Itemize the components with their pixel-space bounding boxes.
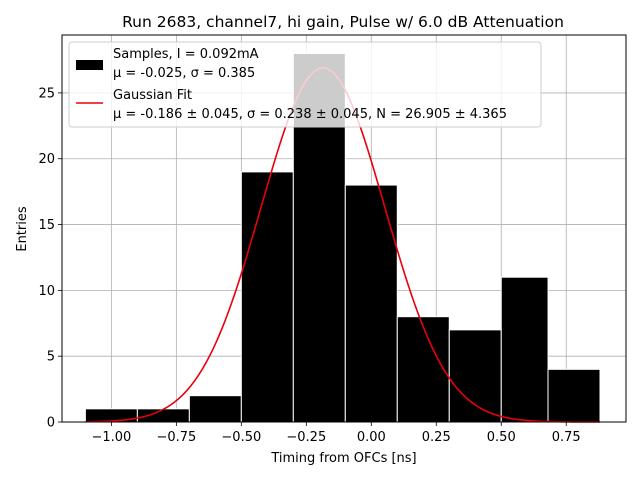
y-tick-label: 15 [38,218,55,233]
histogram-bar [136,408,190,423]
plot-frame [61,34,627,423]
legend-samples-swatch [76,60,103,70]
x-tick-label: −0.25 [286,430,326,445]
axis-ticks: −1.00 −0.75 −0.50 −0.25 0.00 0.25 0.50 0.75 0 5 10… [38,86,580,445]
x-tick-label: 0.00 [357,430,386,445]
x-tick-label: 0.50 [487,430,516,445]
x-axis-label: Timing from OFCs [ns] [270,451,416,466]
legend-fit-label: Gaussian Fit [113,88,192,103]
legend-samples-stats: μ = -0.025, σ = 0.385 [113,66,255,81]
x-tick-label: 0.75 [552,430,581,445]
histogram-bar [240,171,294,423]
histogram-bar [188,395,242,423]
y-axis-label: Entries [15,206,30,252]
y-tick-label: 20 [38,152,55,167]
legend-box [68,41,542,128]
x-tick-label: 0.25 [422,430,451,445]
legend-samples-label: Samples, I = 0.092mA [113,47,259,62]
histogram-bar [344,184,398,423]
x-tick-label: −0.75 [156,430,196,445]
histogram-bar [448,329,502,423]
histogram-bar [547,368,601,423]
legend: Samples, I = 0.092mA μ = -0.025, σ = 0.3… [68,41,542,128]
y-tick-label: 10 [38,284,55,299]
x-tick-label: −0.50 [221,430,261,445]
y-tick-label: 5 [47,350,55,365]
histogram-bar [396,316,450,423]
legend-fit-stats: μ = -0.186 ± 0.045, σ = 0.238 ± 0.045, N… [113,107,507,122]
histogram-bar [500,276,549,423]
x-tick-label: −1.00 [91,430,131,445]
y-tick-label: 25 [38,86,55,101]
chart-title: Run 2683, channel7, hi gain, Pulse w/ 6.… [122,13,564,31]
y-tick-label: 0 [47,416,55,431]
